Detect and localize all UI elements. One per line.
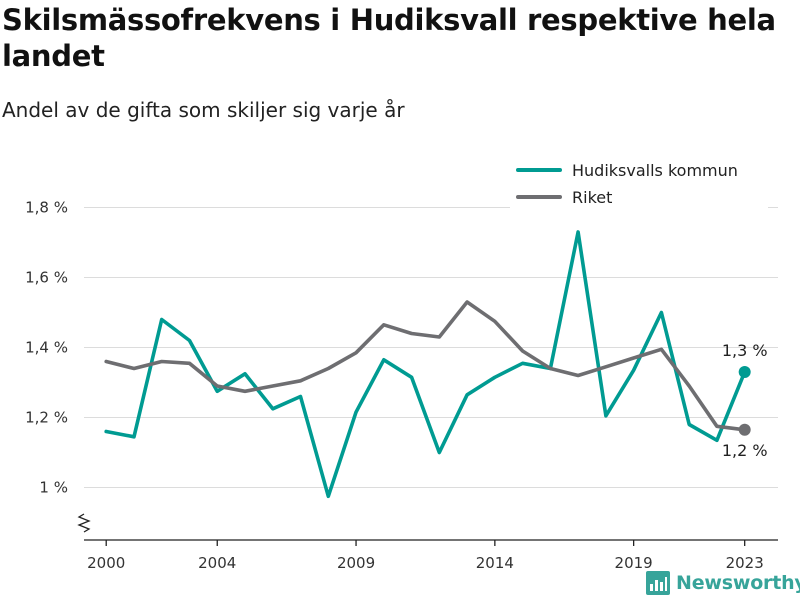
series-end-label: 1,2 % <box>722 441 768 460</box>
newsworthy-logo: Newsworthy <box>646 568 800 598</box>
brand-name: Newsworthy <box>676 572 800 594</box>
legend: Hudiksvalls kommun Riket <box>510 152 768 208</box>
x-axis: 2000 2004 2009 2014 2019 2023 <box>84 539 778 572</box>
y-axis: 1 % 1,2 % 1,4 % 1,6 % 1,8 % <box>25 199 91 533</box>
chart-subtitle: Andel av de gifta som skiljer sig varje … <box>2 98 405 122</box>
x-tick-label: 2000 <box>87 554 125 572</box>
series-end-label: 1,3 % <box>722 341 768 360</box>
y-tick-label: 1 % <box>39 479 68 497</box>
x-tick-label: 2009 <box>337 554 375 572</box>
series-end-point <box>738 423 751 436</box>
series-end-point <box>738 366 751 378</box>
newsworthy-icon <box>646 571 670 595</box>
series-line <box>104 300 747 432</box>
x-tick-label: 2004 <box>198 554 236 572</box>
series-lines: 1,3 % 1,2 % <box>104 230 768 499</box>
legend-label: Riket <box>572 188 612 207</box>
y-tick-label: 1,8 % <box>25 199 68 217</box>
legend-label: Hudiksvalls kommun <box>572 161 738 180</box>
axis-break-icon <box>77 513 91 533</box>
y-tick-label: 1,4 % <box>25 339 68 357</box>
x-tick-label: 2023 <box>726 554 764 572</box>
x-tick-label: 2019 <box>615 554 653 572</box>
y-tick-label: 1,6 % <box>25 269 68 287</box>
x-tick-label: 2014 <box>476 554 514 572</box>
y-tick-label: 1,2 % <box>25 409 68 427</box>
chart-title: Skilsmässofrekvens i Hudiksvall respekti… <box>2 3 776 73</box>
grid-lines <box>84 207 778 488</box>
series-line <box>104 230 747 499</box>
